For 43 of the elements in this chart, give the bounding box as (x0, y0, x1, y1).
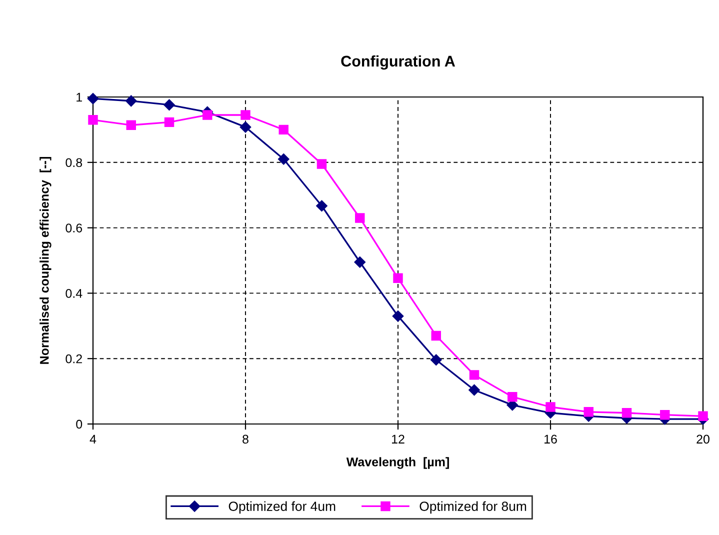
x-axis-title: Wavelength [µm] (346, 457, 449, 469)
y-tick-label: 0.2 (66, 354, 82, 364)
point (88, 115, 98, 125)
point (660, 410, 670, 420)
point (240, 121, 252, 133)
point (316, 159, 327, 169)
y-tick-label: 0.8 (66, 158, 82, 168)
y-tick-label: 0.4 (66, 289, 82, 298)
point (240, 110, 250, 120)
point (278, 154, 290, 165)
legend-label: Optimized for 4um (228, 501, 336, 514)
chart-title: Configuration A (341, 55, 456, 70)
point (469, 370, 480, 380)
point (431, 330, 441, 341)
y-axis-title: Normalised coupling efficiency [--] (40, 157, 52, 364)
y-tick-label: 1 (76, 92, 82, 102)
x-tick-label: 4 (90, 434, 96, 444)
point (355, 213, 365, 223)
point (546, 402, 556, 412)
x-tick-label: 8 (242, 434, 248, 444)
y-tick-label: 0.6 (66, 224, 82, 232)
point (164, 99, 175, 110)
point (393, 273, 403, 284)
point (468, 384, 480, 396)
point (87, 93, 99, 104)
point (584, 407, 594, 417)
point (354, 256, 366, 268)
point (202, 110, 212, 120)
point (126, 95, 137, 107)
point (164, 117, 174, 128)
x-tick-label: 16 (544, 434, 557, 444)
y-tick-label: 0 (76, 420, 82, 429)
x-tick-label: 12 (392, 434, 404, 444)
point (698, 411, 708, 422)
point (278, 124, 288, 135)
point (430, 354, 442, 366)
legend-label: Optimized for 8um (420, 501, 526, 514)
x-tick-label: 20 (696, 434, 710, 444)
point (508, 392, 518, 402)
point (392, 310, 404, 322)
point (316, 200, 328, 212)
point (622, 408, 632, 418)
point (126, 120, 136, 130)
